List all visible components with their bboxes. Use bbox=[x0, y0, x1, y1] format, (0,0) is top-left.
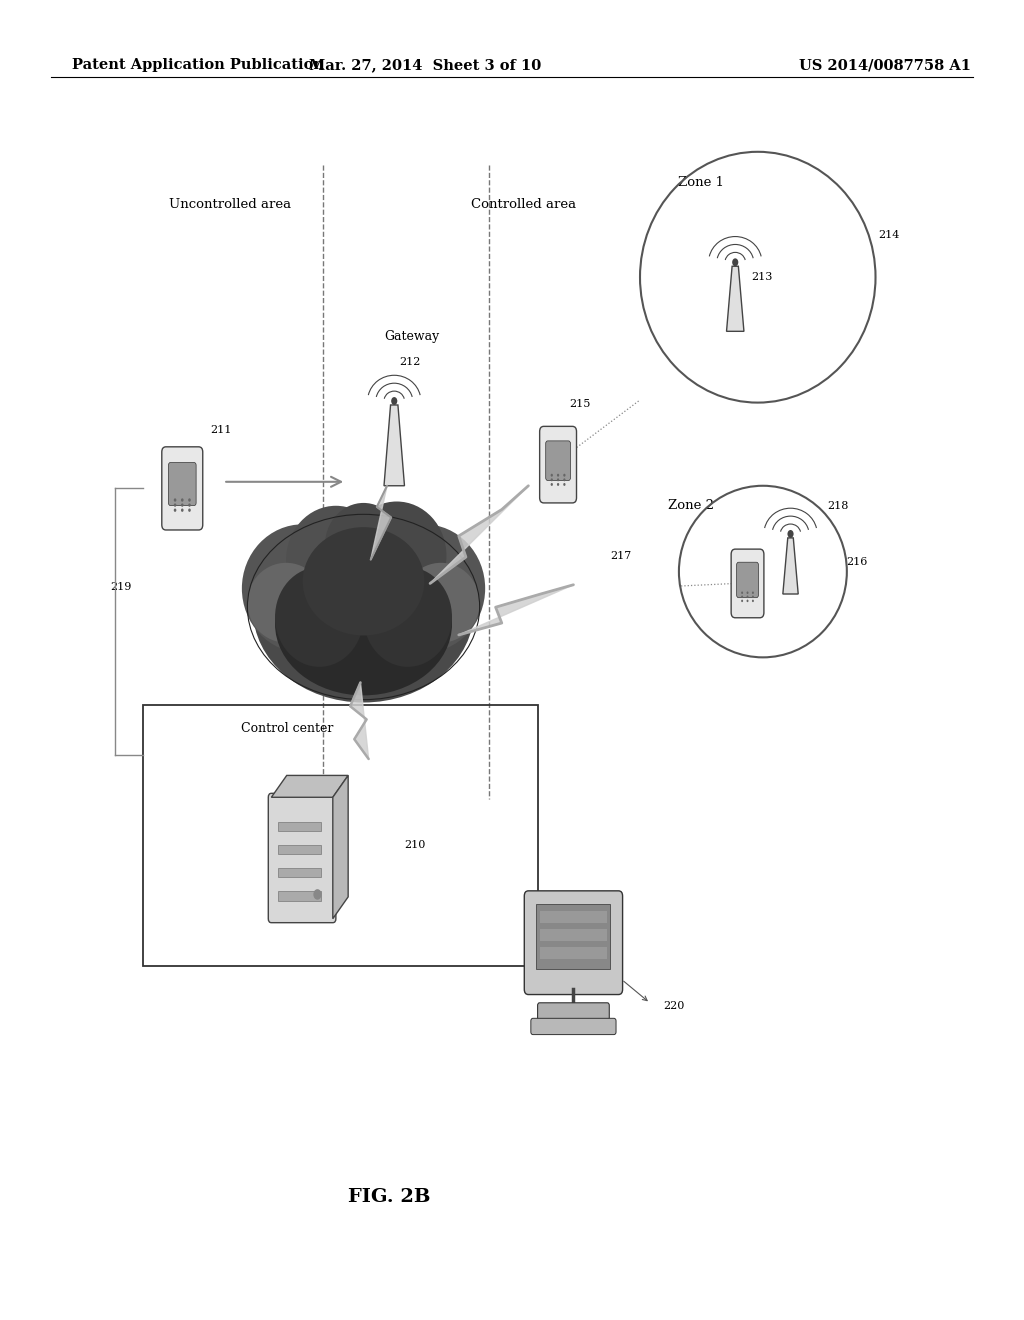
FancyBboxPatch shape bbox=[168, 462, 197, 506]
Text: 210: 210 bbox=[404, 840, 426, 850]
Bar bbox=[541, 948, 606, 960]
Text: 216: 216 bbox=[846, 557, 867, 568]
Circle shape bbox=[188, 499, 190, 502]
FancyBboxPatch shape bbox=[538, 1003, 609, 1020]
Bar bbox=[541, 911, 606, 923]
Bar bbox=[278, 845, 321, 854]
Ellipse shape bbox=[275, 568, 364, 667]
Text: US 2014/0087758 A1: US 2014/0087758 A1 bbox=[799, 58, 971, 73]
Ellipse shape bbox=[253, 517, 474, 702]
Text: Mar. 27, 2014  Sheet 3 of 10: Mar. 27, 2014 Sheet 3 of 10 bbox=[309, 58, 541, 73]
Polygon shape bbox=[384, 405, 404, 486]
Polygon shape bbox=[783, 539, 799, 594]
Circle shape bbox=[563, 478, 565, 482]
Text: 220: 220 bbox=[664, 1001, 685, 1011]
Circle shape bbox=[741, 595, 743, 598]
Circle shape bbox=[741, 591, 743, 594]
FancyBboxPatch shape bbox=[530, 1018, 616, 1035]
Text: Zone 2: Zone 2 bbox=[669, 499, 714, 512]
Text: 211: 211 bbox=[210, 425, 231, 436]
Text: 214: 214 bbox=[879, 230, 900, 240]
Circle shape bbox=[188, 508, 190, 512]
Circle shape bbox=[563, 474, 565, 477]
Ellipse shape bbox=[275, 553, 452, 696]
Circle shape bbox=[752, 599, 754, 602]
Circle shape bbox=[741, 599, 743, 602]
FancyBboxPatch shape bbox=[736, 562, 759, 598]
FancyBboxPatch shape bbox=[162, 446, 203, 529]
Polygon shape bbox=[350, 682, 369, 759]
Bar bbox=[278, 821, 321, 832]
Circle shape bbox=[181, 508, 183, 512]
Circle shape bbox=[181, 503, 183, 507]
Text: Gateway: Gateway bbox=[384, 330, 439, 343]
Polygon shape bbox=[430, 486, 528, 583]
Bar bbox=[143, 705, 538, 966]
Circle shape bbox=[746, 591, 749, 594]
Text: Controlled area: Controlled area bbox=[471, 198, 577, 211]
Polygon shape bbox=[371, 486, 391, 560]
Text: Uncontrolled area: Uncontrolled area bbox=[169, 198, 291, 211]
Ellipse shape bbox=[364, 524, 485, 652]
Circle shape bbox=[174, 503, 176, 507]
Circle shape bbox=[557, 474, 559, 477]
Circle shape bbox=[551, 483, 553, 486]
Ellipse shape bbox=[402, 562, 479, 643]
Circle shape bbox=[557, 478, 559, 482]
Polygon shape bbox=[459, 585, 573, 635]
Text: 212: 212 bbox=[399, 356, 421, 367]
Text: Zone 1: Zone 1 bbox=[679, 176, 724, 189]
Bar bbox=[541, 929, 606, 941]
Circle shape bbox=[174, 508, 176, 512]
Ellipse shape bbox=[364, 568, 452, 667]
Circle shape bbox=[551, 478, 553, 482]
Polygon shape bbox=[727, 267, 743, 331]
Text: 217: 217 bbox=[610, 550, 632, 561]
Circle shape bbox=[746, 599, 749, 602]
Ellipse shape bbox=[303, 527, 424, 635]
Ellipse shape bbox=[347, 502, 446, 610]
Circle shape bbox=[551, 474, 553, 477]
Text: Patent Application Publication: Patent Application Publication bbox=[72, 58, 324, 73]
FancyBboxPatch shape bbox=[524, 891, 623, 994]
Text: 219: 219 bbox=[111, 582, 132, 593]
Circle shape bbox=[563, 483, 565, 486]
Circle shape bbox=[181, 499, 183, 502]
FancyBboxPatch shape bbox=[731, 549, 764, 618]
Circle shape bbox=[557, 483, 559, 486]
Ellipse shape bbox=[286, 506, 386, 614]
Text: 213: 213 bbox=[752, 272, 773, 282]
Bar bbox=[537, 904, 610, 969]
Circle shape bbox=[732, 259, 738, 267]
FancyBboxPatch shape bbox=[546, 441, 570, 480]
Ellipse shape bbox=[242, 524, 364, 652]
Bar bbox=[278, 891, 321, 900]
Ellipse shape bbox=[325, 503, 402, 589]
FancyBboxPatch shape bbox=[268, 793, 336, 923]
Circle shape bbox=[752, 591, 754, 594]
Text: FIG. 2B: FIG. 2B bbox=[348, 1188, 430, 1206]
Circle shape bbox=[746, 595, 749, 598]
FancyBboxPatch shape bbox=[540, 426, 577, 503]
Circle shape bbox=[752, 595, 754, 598]
Bar bbox=[278, 867, 321, 878]
Circle shape bbox=[313, 890, 322, 900]
Text: 215: 215 bbox=[569, 399, 591, 409]
Circle shape bbox=[391, 397, 397, 405]
Text: 218: 218 bbox=[827, 500, 849, 511]
Polygon shape bbox=[333, 775, 348, 919]
Circle shape bbox=[787, 529, 794, 539]
Polygon shape bbox=[271, 775, 348, 797]
Ellipse shape bbox=[248, 562, 325, 643]
Text: Control center: Control center bbox=[241, 722, 333, 735]
Circle shape bbox=[188, 503, 190, 507]
Circle shape bbox=[174, 499, 176, 502]
